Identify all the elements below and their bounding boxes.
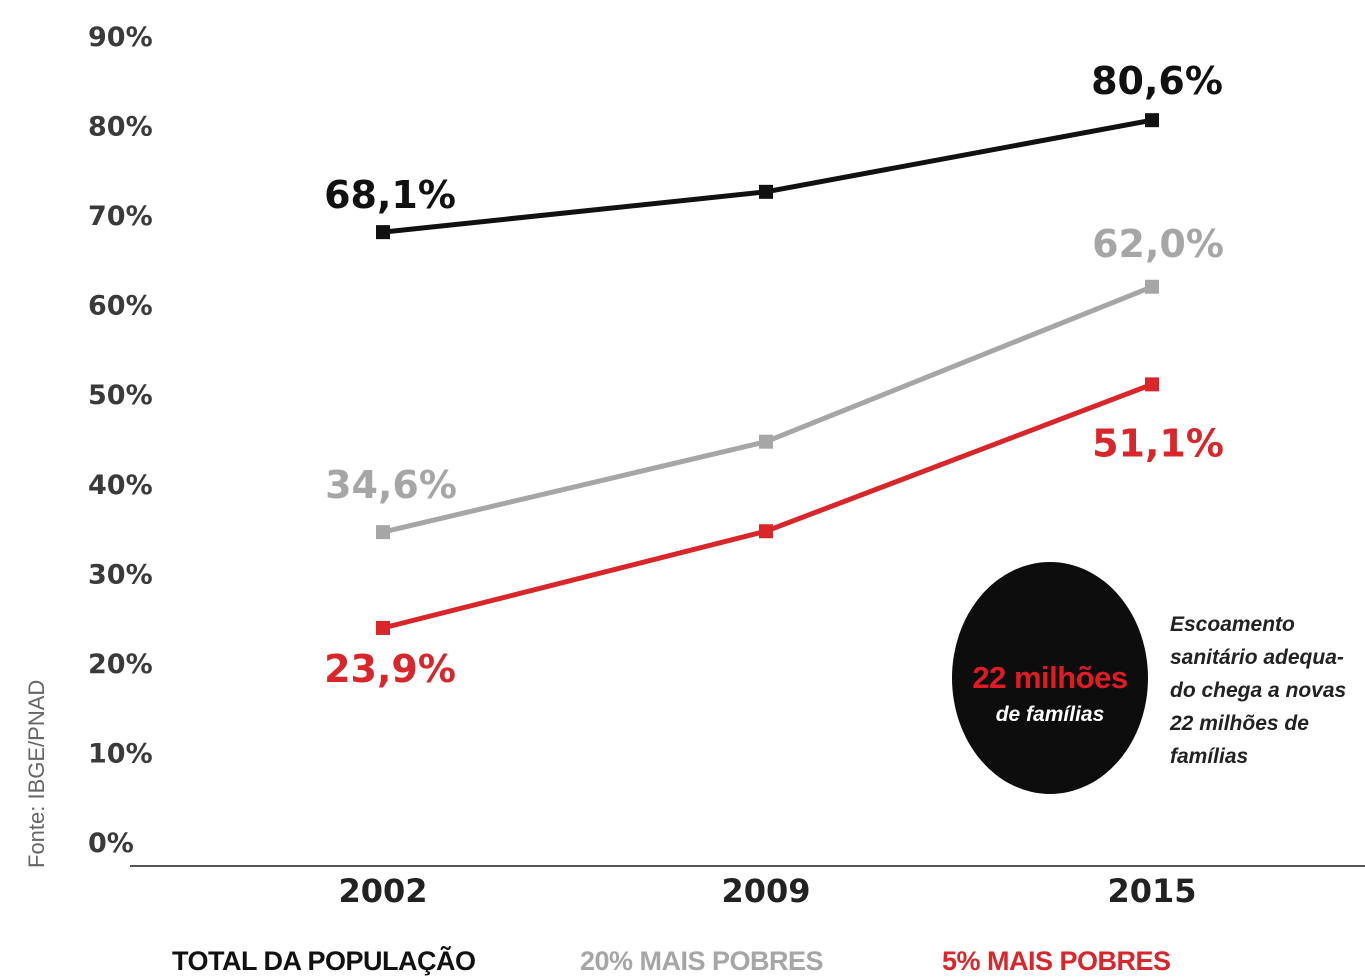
y-tick-label: 60% <box>88 291 153 322</box>
x-axis-ticks: 2002 2009 2015 <box>338 872 1196 910</box>
legend-item-20-poorest: 20% MAIS POBRES <box>580 946 824 976</box>
source-note: Fonte: IBGE/PNAD <box>24 680 49 868</box>
families-badge: 22 milhões de famílias <box>952 562 1148 794</box>
legend-item-5-poorest: 5% MAIS POBRES <box>942 946 1171 976</box>
data-label: 51,1% <box>1092 421 1224 465</box>
y-tick-label: 90% <box>88 22 153 53</box>
legend-item-total: TOTAL DA POPULAÇÃO <box>172 946 476 976</box>
data-label: 34,6% <box>325 463 457 507</box>
y-tick-label: 50% <box>88 380 153 411</box>
data-label: 68,1% <box>324 173 456 217</box>
data-point <box>759 184 773 199</box>
y-tick-label: 80% <box>88 112 153 143</box>
data-labels: 68,1% 80,6% 34,6% 62,0% 23,9% 51,1% <box>324 59 1224 691</box>
y-axis-ticks: 90% 80% 70% 60% 50% 40% 30% 20% 10% 0% <box>88 22 153 859</box>
series-points <box>376 113 1159 635</box>
data-label: 23,9% <box>324 647 456 691</box>
data-point <box>376 525 390 540</box>
data-point <box>376 620 390 635</box>
data-point <box>759 524 773 539</box>
x-tick-label: 2002 <box>338 872 427 910</box>
y-tick-label: 30% <box>88 559 153 590</box>
data-label: 80,6% <box>1091 59 1223 103</box>
y-tick-label: 40% <box>88 470 153 501</box>
y-tick-label: 70% <box>88 201 153 232</box>
badge-subtext: de famílias <box>995 703 1105 726</box>
data-point <box>1145 113 1159 128</box>
data-point <box>1145 279 1159 294</box>
data-point <box>1145 377 1159 392</box>
x-tick-label: 2009 <box>721 872 810 910</box>
y-tick-label: 20% <box>88 649 153 680</box>
badge-headline: 22 milhões <box>972 660 1128 695</box>
data-label: 62,0% <box>1092 222 1224 266</box>
data-point <box>376 225 390 240</box>
series-line <box>380 117 1155 235</box>
annotation-note: Escoamento sanitário adequa-do chega a n… <box>1170 613 1347 768</box>
series-line <box>380 284 1155 535</box>
data-point <box>759 434 773 449</box>
x-tick-label: 2015 <box>1107 872 1196 910</box>
y-tick-label: 0% <box>88 828 134 859</box>
y-tick-label: 10% <box>88 738 153 769</box>
